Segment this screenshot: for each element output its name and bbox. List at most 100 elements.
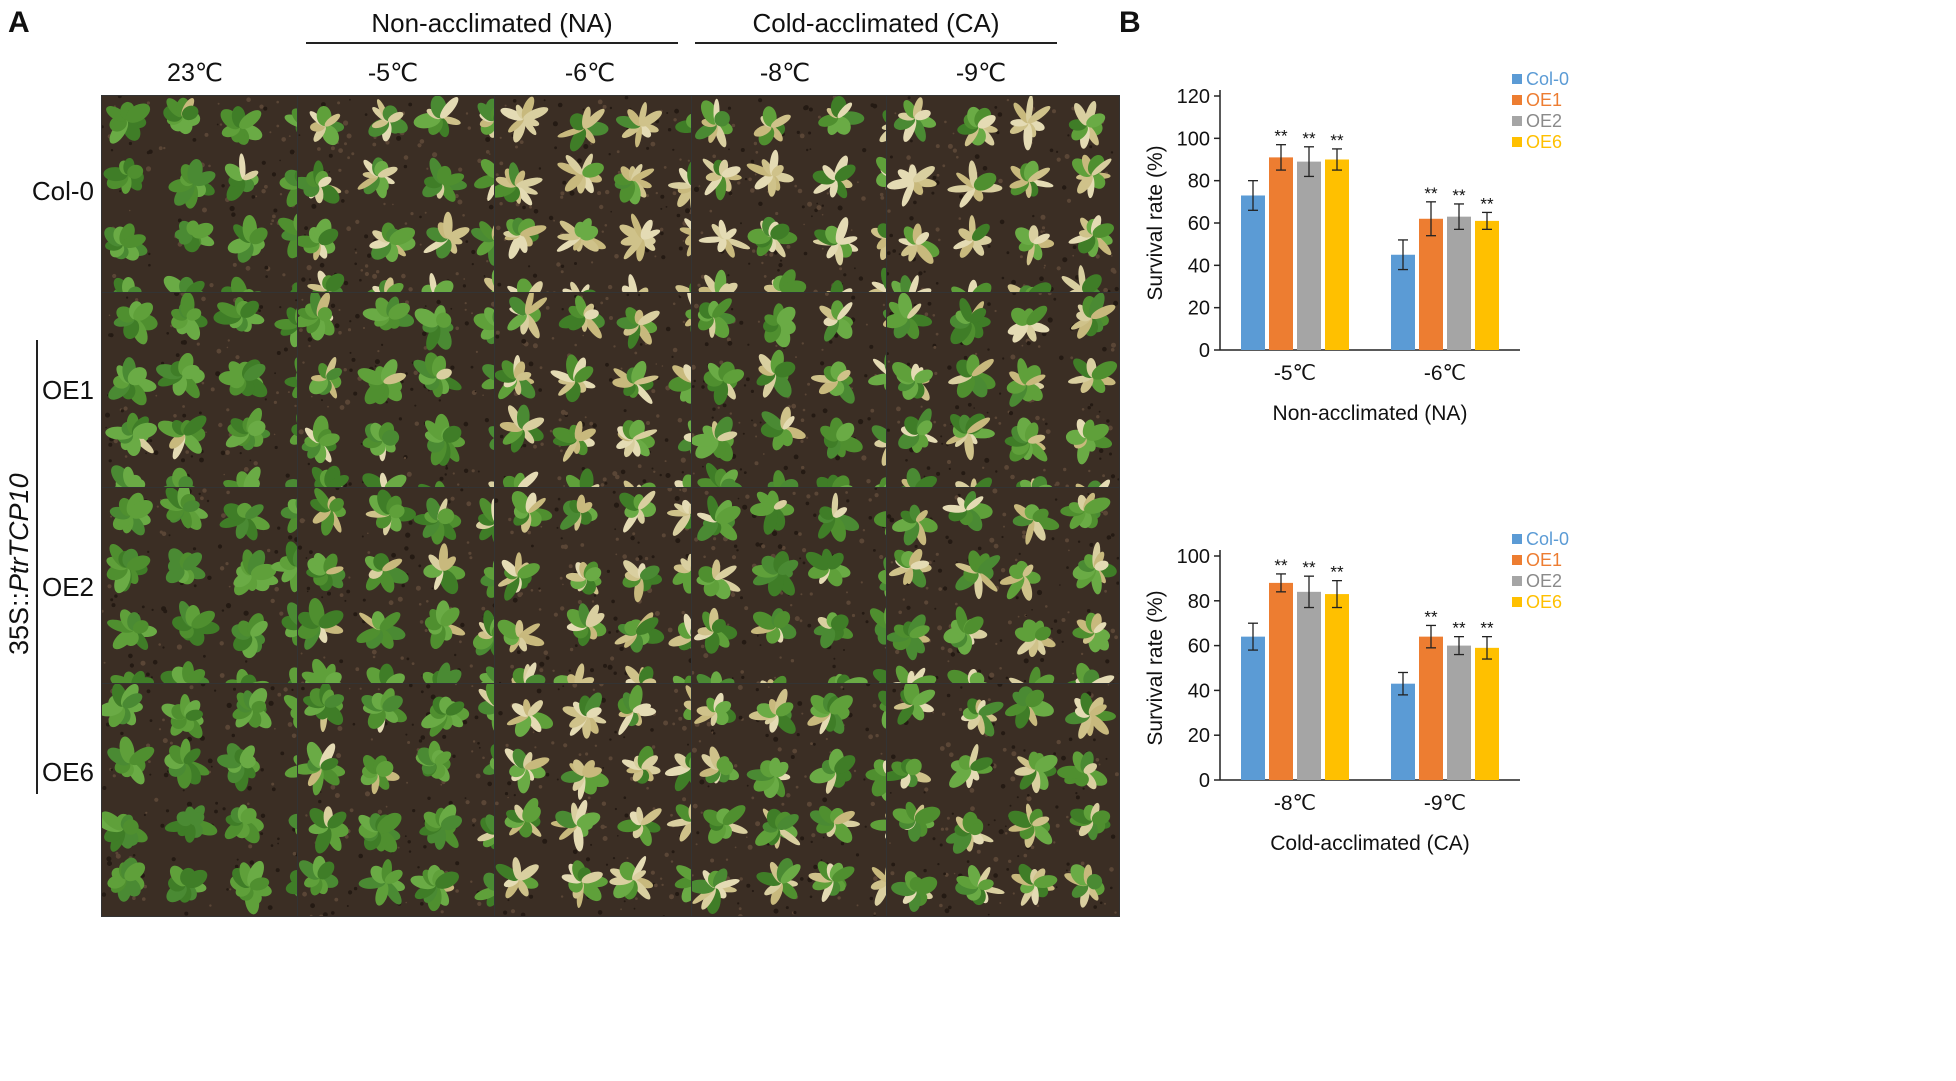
green-leaf [376, 760, 394, 777]
soil-speck [879, 554, 884, 560]
soil-speck [214, 689, 217, 692]
soil-speck [950, 652, 956, 657]
soil-speck [477, 158, 482, 163]
soil-speck [620, 367, 623, 370]
green-leaf [711, 619, 726, 633]
green-leaf [326, 367, 342, 381]
soil-speck [920, 405, 923, 408]
soil-speck [600, 483, 605, 487]
soil-speck [462, 284, 466, 288]
soil-speck [381, 343, 384, 346]
dead-leaf [495, 176, 516, 188]
soil-speck [731, 677, 734, 680]
dead-leaf [633, 383, 653, 404]
soil-speck [149, 773, 152, 776]
dead-leaf [562, 439, 578, 462]
soil-speck [743, 471, 747, 474]
soil-speck [277, 692, 282, 697]
soil-speck [270, 222, 273, 226]
soil-speck [935, 552, 939, 556]
soil-speck [201, 381, 205, 385]
soil-speck [499, 434, 504, 439]
soil-speck [753, 141, 758, 146]
soil-speck [998, 178, 1003, 184]
green-leaf [251, 700, 267, 713]
dead-leaf [967, 417, 991, 434]
soil-speck [892, 249, 896, 253]
green-leaf [314, 488, 332, 511]
soil-speck [1023, 658, 1029, 664]
plant-photo [886, 292, 1120, 526]
soil-speck [496, 225, 501, 231]
soil-speck [203, 654, 206, 658]
plant-photo [297, 292, 531, 526]
soil-speck [1043, 264, 1046, 267]
soil-speck [1018, 552, 1021, 555]
soil-speck [727, 106, 732, 110]
soil-speck [572, 684, 578, 688]
dead-leaf [371, 119, 389, 129]
soil-speck [148, 263, 151, 267]
green-leaf [830, 614, 849, 631]
soil-speck [454, 684, 457, 686]
soil-speck [193, 584, 197, 588]
soil-speck [334, 793, 340, 798]
green-leaf [124, 862, 146, 882]
soil-speck [330, 784, 336, 790]
soil-speck [510, 664, 514, 669]
dead-leaf [357, 175, 379, 190]
soil-speck [128, 141, 132, 146]
soil-speck [148, 252, 151, 256]
soil-speck [811, 215, 813, 218]
soil-speck [152, 659, 158, 665]
dead-leaf [508, 234, 522, 260]
soil-speck [613, 616, 618, 621]
soil-speck [736, 549, 739, 552]
soil-speck [932, 175, 937, 180]
soil-speck [994, 416, 998, 420]
soil-speck [364, 271, 369, 277]
soil-speck [744, 606, 749, 611]
dead-leaf [523, 107, 549, 121]
soil-speck [967, 402, 972, 407]
soil-speck [438, 399, 441, 402]
soil-speck [464, 797, 467, 799]
soil-speck [259, 104, 264, 109]
soil-speck [282, 273, 286, 277]
soil-speck [1102, 346, 1107, 352]
soil-speck [423, 346, 428, 350]
soil-speck [1088, 469, 1091, 473]
soil-speck [227, 339, 230, 342]
soil-speck [554, 507, 559, 512]
soil-speck [255, 195, 258, 198]
soil-speck [1051, 537, 1055, 541]
soil-speck [301, 298, 304, 301]
soil-speck [806, 494, 811, 499]
soil-speck [1062, 257, 1068, 263]
soil-speck [703, 555, 706, 559]
green-leaf [977, 555, 1001, 574]
soil-speck [512, 99, 517, 103]
soil-speck [993, 543, 999, 549]
soil-speck [208, 164, 211, 168]
dead-leaf [517, 636, 528, 652]
dead-leaf [835, 217, 849, 244]
soil-speck [355, 667, 360, 672]
green-leaf [474, 887, 499, 901]
soil-speck [540, 442, 544, 446]
soil-speck [348, 687, 351, 690]
green-leaf [440, 183, 456, 202]
soil-speck [551, 741, 555, 745]
soil-speck [816, 205, 822, 211]
soil-speck [348, 890, 353, 895]
soil-speck [279, 159, 281, 162]
soil-speck [406, 657, 410, 661]
soil-speck [1066, 566, 1069, 569]
soil-speck [1106, 419, 1110, 423]
soil-speck [454, 653, 457, 657]
soil-speck [406, 781, 409, 784]
soil-speck [623, 409, 627, 413]
dead-leaf [564, 173, 584, 192]
dead-leaf [1077, 174, 1093, 194]
soil-speck [351, 357, 356, 362]
